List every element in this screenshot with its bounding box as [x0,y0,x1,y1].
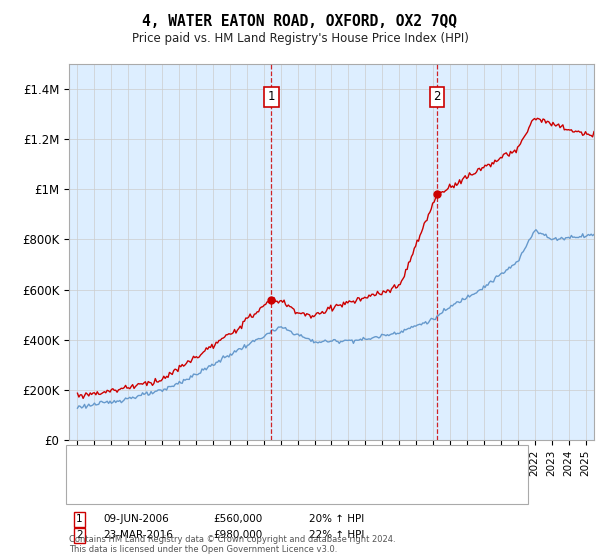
Text: 4, WATER EATON ROAD, OXFORD, OX2 7QQ (detached house): 4, WATER EATON ROAD, OXFORD, OX2 7QQ (de… [95,456,416,466]
Text: HPI: Average price, detached house, Oxford: HPI: Average price, detached house, Oxfo… [95,483,323,493]
Text: 2: 2 [76,530,83,540]
Text: 2: 2 [433,90,440,104]
Text: 20% ↑ HPI: 20% ↑ HPI [309,514,364,524]
Text: 4, WATER EATON ROAD, OXFORD, OX2 7QQ: 4, WATER EATON ROAD, OXFORD, OX2 7QQ [143,14,458,29]
Text: 23-MAR-2016: 23-MAR-2016 [103,530,173,540]
Text: 22% ↑ HPI: 22% ↑ HPI [309,530,364,540]
Text: 1: 1 [76,514,83,524]
Text: Price paid vs. HM Land Registry's House Price Index (HPI): Price paid vs. HM Land Registry's House … [131,32,469,45]
Text: 09-JUN-2006: 09-JUN-2006 [103,514,169,524]
Text: 1: 1 [268,90,275,104]
Text: ——: —— [76,454,107,469]
Text: ——: —— [76,480,107,496]
Text: Contains HM Land Registry data © Crown copyright and database right 2024.
This d: Contains HM Land Registry data © Crown c… [69,535,395,554]
Text: £980,000: £980,000 [213,530,262,540]
Text: £560,000: £560,000 [213,514,262,524]
